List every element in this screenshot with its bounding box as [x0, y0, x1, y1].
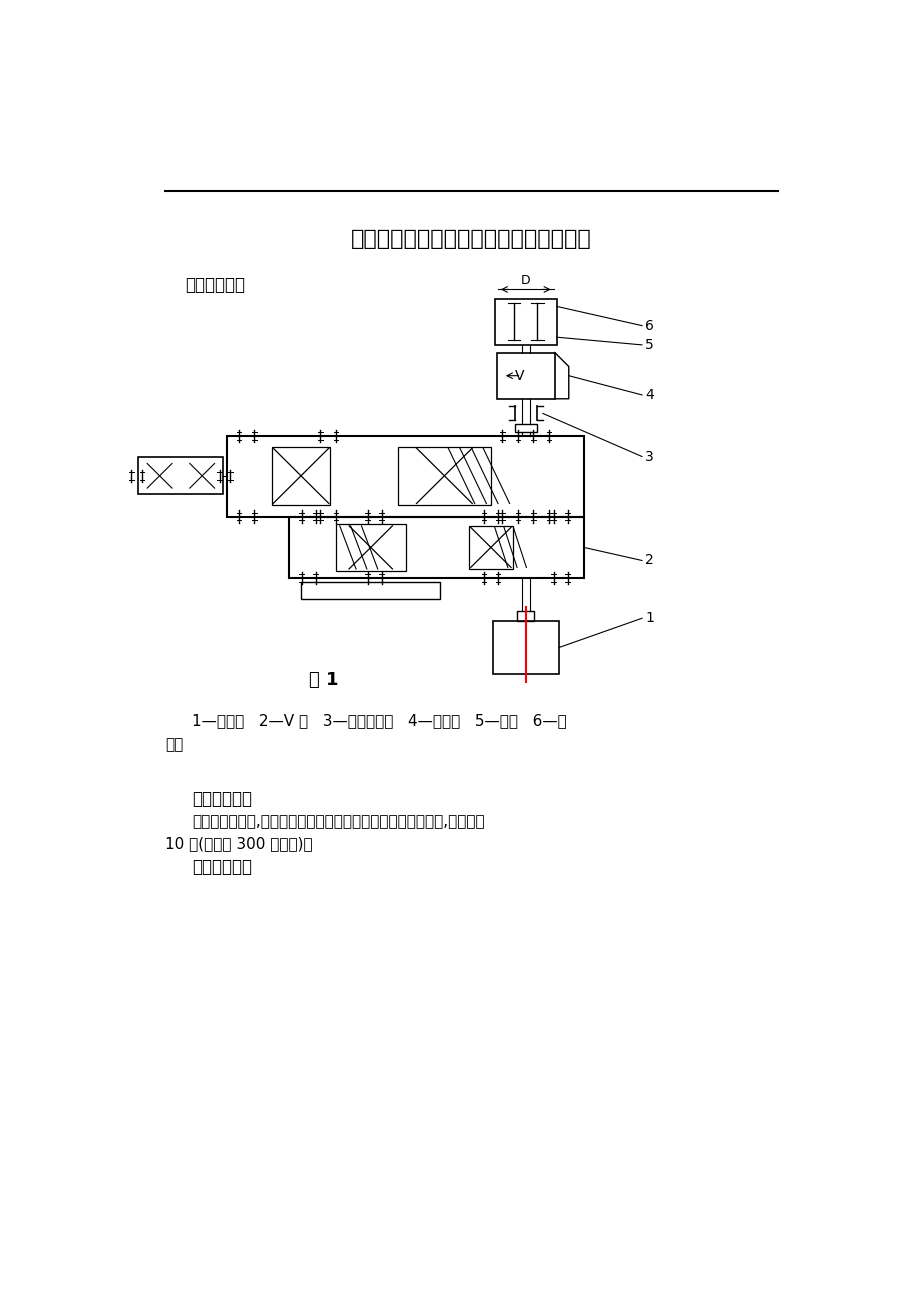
Text: 三、原始数据: 三、原始数据	[192, 858, 252, 876]
Bar	[271, 447, 330, 505]
Text: 四、减速器结构设计及传动尺寸设计计算: 四、减速器结构设计及传动尺寸设计计算	[351, 229, 591, 250]
Text: 图 1: 图 1	[309, 671, 338, 689]
Text: 10 年(每年按 300 天计算)。: 10 年(每年按 300 天计算)。	[165, 836, 312, 852]
Bar	[289, 517, 584, 578]
Text: V: V	[515, 368, 524, 383]
Bar	[515, 424, 536, 432]
Bar	[138, 457, 223, 495]
Bar	[493, 621, 559, 674]
Bar	[301, 582, 440, 599]
Bar	[335, 525, 405, 570]
Text: 一、运动简图: 一、运动简图	[185, 276, 244, 293]
Text: 1—电动机   2—V 带   3—齿轮减速器   4—联轴器   5—滚筒   6—输: 1—电动机 2—V 带 3—齿轮减速器 4—联轴器 5—滚筒 6—输	[192, 713, 567, 728]
Bar	[227, 436, 584, 517]
Bar	[516, 612, 534, 621]
Bar	[496, 353, 554, 398]
Text: 送带: 送带	[165, 738, 184, 753]
Bar	[397, 447, 491, 505]
Text: 2: 2	[644, 553, 653, 568]
Bar	[469, 526, 512, 569]
Text: D: D	[520, 275, 530, 288]
Text: 二、工作条件: 二、工作条件	[192, 790, 252, 809]
Bar	[494, 298, 556, 345]
Text: 5: 5	[644, 339, 653, 352]
Text: 4: 4	[644, 388, 653, 402]
Text: 该装置单向传送,载荷稍有波动，多灰尘，小批量，两班制工作,使用期限: 该装置单向传送,载荷稍有波动，多灰尘，小批量，两班制工作,使用期限	[192, 815, 484, 829]
Text: 3: 3	[644, 449, 653, 464]
Text: 1: 1	[644, 611, 653, 625]
Text: 6: 6	[644, 319, 653, 332]
